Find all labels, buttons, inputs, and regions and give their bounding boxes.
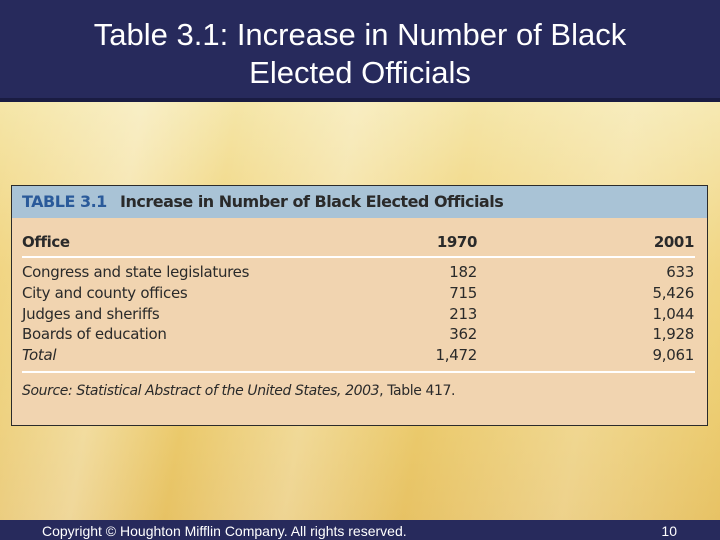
table-row: City and county offices 715 5,426 [12, 284, 707, 305]
slide-title-line-1: Table 3.1: Increase in Number of Black [93, 17, 627, 52]
table-caption-bar: TABLE 3.1 Increase in Number of Black El… [12, 186, 707, 218]
row-value-2001: 1,928 [652, 325, 695, 343]
copyright-notice: Copyright © Houghton Mifflin Company. Al… [42, 523, 407, 539]
header-divider [22, 256, 695, 258]
source-table-ref: , Table 417. [379, 383, 456, 399]
row-value-2001: 1,044 [652, 305, 695, 323]
page-number: 10 [661, 523, 677, 539]
row-value-1970: 362 [449, 325, 477, 343]
table-caption-title: Increase in Number of Black Elected Offi… [120, 192, 504, 211]
footer-divider [22, 371, 695, 373]
table-row: Judges and sheriffs 213 1,044 [12, 305, 707, 326]
source-citation: Source: Statistical Abstract of the Unit… [22, 383, 380, 399]
column-header-office: Office [22, 233, 70, 251]
column-header-2001: 2001 [653, 233, 695, 251]
row-label: Total [22, 346, 57, 364]
column-header-1970: 1970 [436, 233, 478, 251]
table-source-note: Source: Statistical Abstract of the Unit… [22, 383, 455, 399]
row-label: Boards of education [22, 325, 167, 343]
row-value-2001: 633 [666, 263, 694, 281]
row-label: City and county offices [22, 284, 188, 302]
row-label: Judges and sheriffs [22, 305, 160, 323]
row-value-1970: 1,472 [435, 346, 478, 364]
row-value-2001: 5,426 [652, 284, 695, 302]
row-label: Congress and state legislatures [22, 263, 250, 281]
row-value-1970: 182 [449, 263, 477, 281]
row-value-1970: 213 [449, 305, 477, 323]
slide-title: Table 3.1: Increase in Number of Black E… [0, 16, 720, 92]
slide-title-line-2: Elected Officials [249, 55, 471, 90]
table-row: Boards of education 362 1,928 [12, 325, 707, 346]
row-value-2001: 9,061 [652, 346, 695, 364]
table-row: Congress and state legislatures 182 633 [12, 263, 707, 284]
slide-header: Table 3.1: Increase in Number of Black E… [0, 0, 720, 102]
table-row-total: Total 1,472 9,061 [12, 346, 707, 367]
data-table: TABLE 3.1 Increase in Number of Black El… [11, 185, 708, 426]
row-value-1970: 715 [449, 284, 477, 302]
table-caption-number: TABLE 3.1 [22, 192, 107, 211]
slide-footer: Copyright © Houghton Mifflin Company. Al… [0, 520, 720, 540]
